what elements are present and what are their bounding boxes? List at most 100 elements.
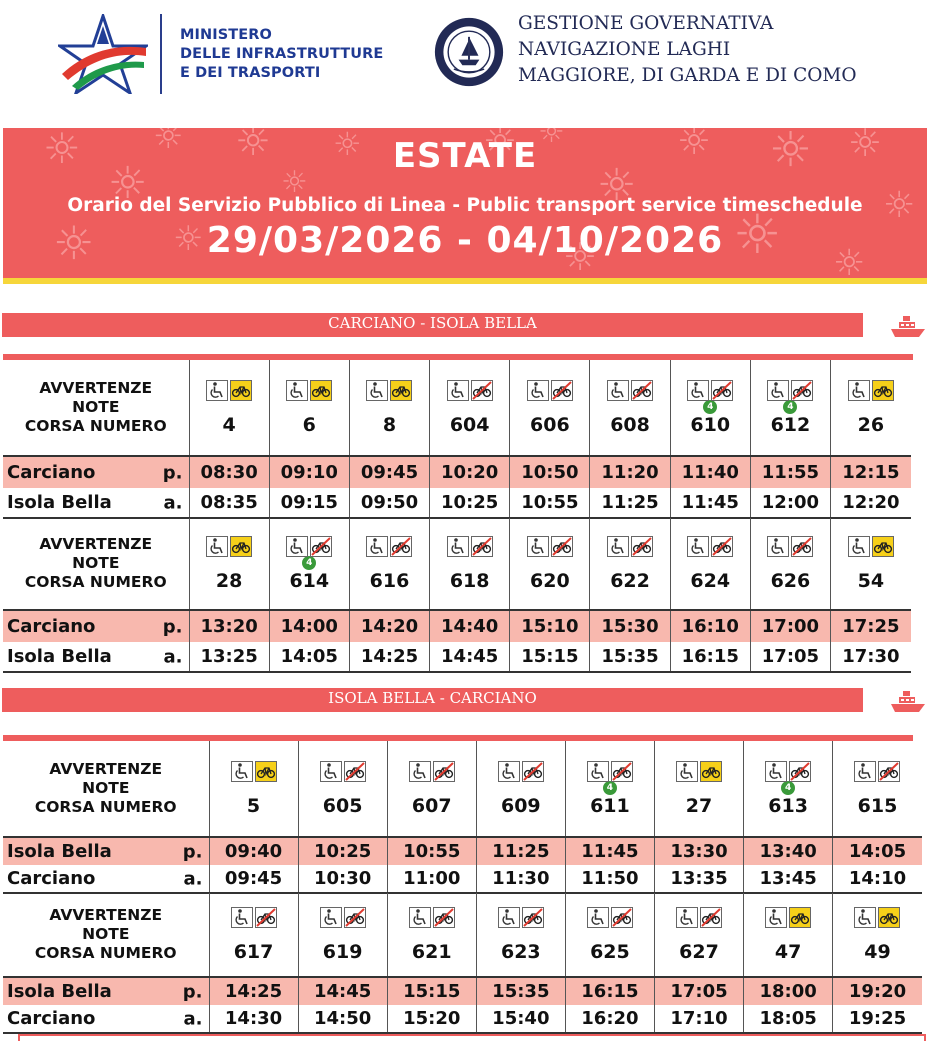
trip-number: 623	[500, 940, 541, 963]
trip-header: 608	[589, 360, 671, 457]
departure-marker: p.	[182, 841, 203, 862]
trip-header-label: AVVERTENZE NOTE CORSA NUMERO	[3, 893, 209, 978]
sun-decoration: ☼	[563, 235, 598, 278]
trip-service-icons	[430, 535, 509, 558]
wheelchair-icon	[366, 379, 389, 401]
departure-time: 19:20	[832, 977, 922, 1005]
season-title: ESTATE	[392, 136, 538, 176]
no-bike-icon	[432, 760, 455, 782]
trip-service-icons	[388, 760, 476, 783]
trip-number: 607	[411, 794, 452, 817]
arrival-stop: Carciano a.	[3, 865, 209, 893]
no-bike-icon	[470, 379, 493, 401]
wheelchair-icon	[526, 379, 549, 401]
arrival-time: 18:05	[743, 1005, 833, 1033]
arrival-time: 14:25	[348, 642, 430, 672]
wheelchair-icon	[319, 760, 342, 782]
trip-number: 618	[449, 569, 490, 592]
ministry-line-3: E DEI TRASPORTI	[180, 65, 321, 81]
trip-number: 626	[770, 569, 811, 592]
agency-line-1: GESTIONE GOVERNATIVA	[518, 13, 774, 34]
departure-stop-name: Carciano	[7, 462, 96, 483]
departure-time: 15:10	[509, 610, 590, 642]
wheelchair-icon	[206, 379, 229, 401]
sun-decoration: ☼	[108, 158, 148, 209]
wheelchair-icon	[847, 535, 870, 557]
departure-time: 11:40	[669, 456, 751, 488]
no-bike-icon	[343, 760, 366, 782]
trip-service-icons	[833, 760, 922, 783]
arrival-time: 14:10	[832, 865, 922, 893]
trip-header: 621	[386, 893, 477, 978]
no-bike-icon	[631, 379, 654, 401]
avvertenze-label: AVVERTENZE	[49, 760, 163, 778]
departure-time: 14:40	[429, 610, 510, 642]
trip-header: 26	[830, 360, 911, 457]
note-label: NOTE	[72, 554, 120, 572]
trip-service-icons	[388, 906, 476, 929]
departure-stop: Isola Bella p.	[3, 977, 209, 1005]
agency-line-2: NAVIGAZIONE LAGHI	[518, 39, 731, 60]
trip-header: 615	[832, 741, 922, 838]
sun-decoration: ☼	[597, 160, 637, 211]
corsa-numero-label: CORSA NUMERO	[24, 417, 167, 435]
departure-time: 11:55	[749, 456, 831, 488]
wheelchair-icon	[607, 535, 630, 557]
departure-stop-name: Isola Bella	[7, 841, 112, 862]
arrival-stop: Carciano a.	[3, 1005, 209, 1033]
trip-number: 47	[774, 940, 802, 963]
arrival-marker: a.	[163, 646, 183, 667]
wheelchair-icon	[586, 760, 609, 782]
departure-time: 17:25	[830, 610, 911, 642]
no-bike-icon	[550, 535, 573, 557]
arrival-time: 11:50	[564, 865, 655, 893]
departure-time: 13:20	[188, 610, 270, 642]
note-label: NOTE	[82, 779, 130, 797]
bike-icon	[871, 535, 894, 557]
departure-time: 09:10	[268, 456, 350, 488]
arrival-stop: Isola Bella a.	[3, 488, 190, 518]
route-title: ISOLA BELLA - CARCIANO	[328, 689, 537, 707]
no-bike-icon	[789, 760, 812, 782]
trip-number: 617	[233, 940, 274, 963]
table-top-line	[3, 354, 913, 360]
departure-time: 10:55	[386, 837, 477, 865]
arrival-time: 15:35	[589, 642, 671, 672]
departure-stop-name: Isola Bella	[7, 981, 112, 1002]
arrival-time: 15:20	[386, 1005, 477, 1033]
no-bike-icon	[711, 535, 734, 557]
trip-number: 609	[500, 794, 541, 817]
trip-number: 28	[215, 569, 243, 592]
arrival-time: 09:15	[268, 488, 350, 518]
corsa-numero-label: CORSA NUMERO	[24, 573, 167, 591]
trip-service-icons	[270, 535, 349, 558]
trip-number: 8	[382, 413, 397, 436]
trip-header: 622	[589, 518, 671, 611]
trip-service-icons	[477, 760, 565, 783]
departure-time: 08:30	[188, 456, 270, 488]
departure-time: 17:00	[749, 610, 831, 642]
trip-service-icons	[510, 379, 589, 402]
trip-header: 4 614	[268, 518, 350, 611]
bike-icon	[871, 379, 894, 401]
note-badge: 4	[781, 780, 796, 795]
trip-number: 620	[530, 569, 570, 592]
wheelchair-icon	[230, 760, 253, 782]
departure-stop: Carciano p.	[3, 610, 190, 642]
trip-header: 620	[509, 518, 590, 611]
note-label: NOTE	[72, 398, 120, 416]
trip-header: 54	[830, 518, 911, 611]
arrival-time: 11:00	[386, 865, 477, 893]
bike-icon	[700, 760, 723, 782]
wheelchair-icon	[847, 379, 870, 401]
wheelchair-icon	[286, 379, 309, 401]
departure-time: 15:15	[386, 977, 477, 1005]
trip-service-icons	[566, 760, 654, 783]
wheelchair-icon	[854, 760, 877, 782]
sun-decoration: ☼	[281, 165, 308, 200]
trip-number: 604	[449, 413, 490, 436]
trip-service-icons	[299, 906, 387, 929]
wheelchair-icon	[366, 535, 389, 557]
bike-icon	[254, 760, 277, 782]
arrival-time: 09:50	[348, 488, 430, 518]
